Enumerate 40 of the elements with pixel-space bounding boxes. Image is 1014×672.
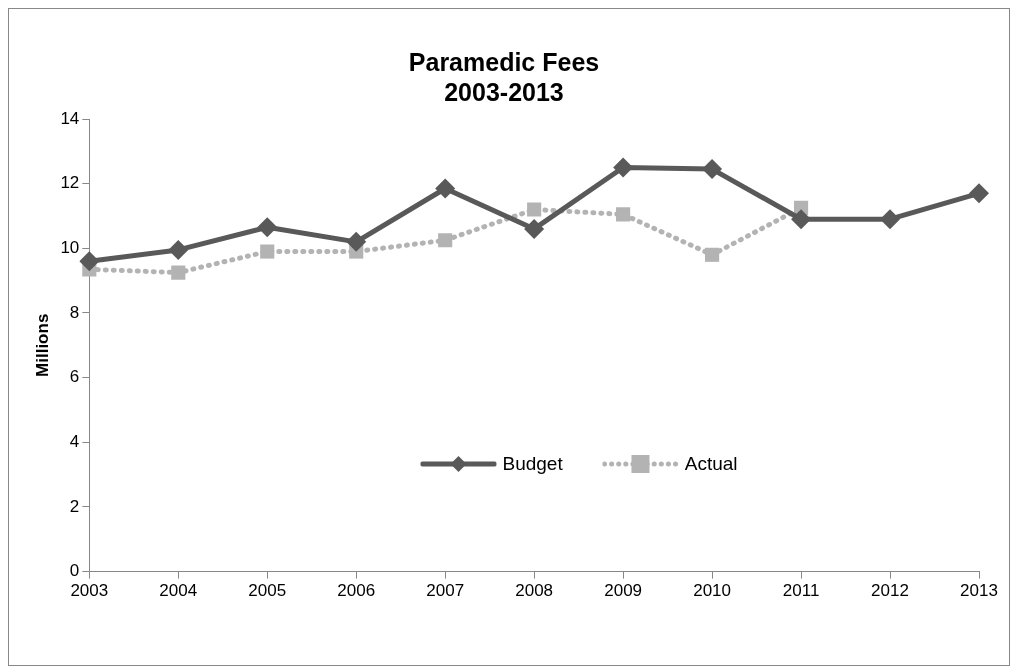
x-tick-label: 2010 — [693, 581, 732, 601]
point — [705, 247, 720, 262]
point — [524, 218, 545, 239]
y-tick-label: 4 — [69, 431, 80, 451]
x-tick-label: 2012 — [871, 581, 909, 601]
legend-label: Actual — [684, 453, 738, 475]
x-tick-label: 2007 — [426, 581, 465, 601]
x-tick-label: 2008 — [515, 581, 554, 601]
point — [969, 183, 989, 204]
y-tick-label: 2 — [69, 496, 80, 516]
x-tick-label: 2005 — [248, 581, 287, 601]
chart-title: Paramedic Fees 2003-2013 — [408, 47, 600, 106]
y-tick-label: 8 — [69, 302, 80, 322]
x-tick-label: 2013 — [960, 581, 998, 601]
point — [171, 265, 186, 280]
legend-label: Budget — [502, 453, 563, 475]
point — [79, 251, 100, 272]
y-axis-title: Millions — [32, 313, 52, 377]
y-tick-label: 0 — [69, 561, 80, 581]
point — [527, 202, 542, 217]
x-tick-label: 2011 — [782, 581, 820, 601]
point — [168, 239, 189, 260]
x-tick-label: 2006 — [337, 581, 376, 601]
y-tick-label: 12 — [60, 173, 80, 193]
y-tick-label: 6 — [69, 367, 80, 387]
point — [346, 231, 367, 252]
point — [613, 157, 634, 178]
point — [257, 217, 278, 238]
point — [260, 244, 275, 259]
point — [435, 178, 456, 199]
x-tick-label: 2009 — [604, 581, 643, 601]
point — [791, 209, 812, 230]
x-tick-label: 2004 — [159, 581, 198, 601]
point — [702, 159, 723, 180]
point — [880, 209, 901, 230]
point — [616, 207, 631, 222]
y-tick-label: 14 — [60, 108, 80, 128]
point — [438, 233, 453, 248]
x-tick-label: 2003 — [70, 581, 109, 601]
y-tick-label: 10 — [60, 238, 80, 257]
